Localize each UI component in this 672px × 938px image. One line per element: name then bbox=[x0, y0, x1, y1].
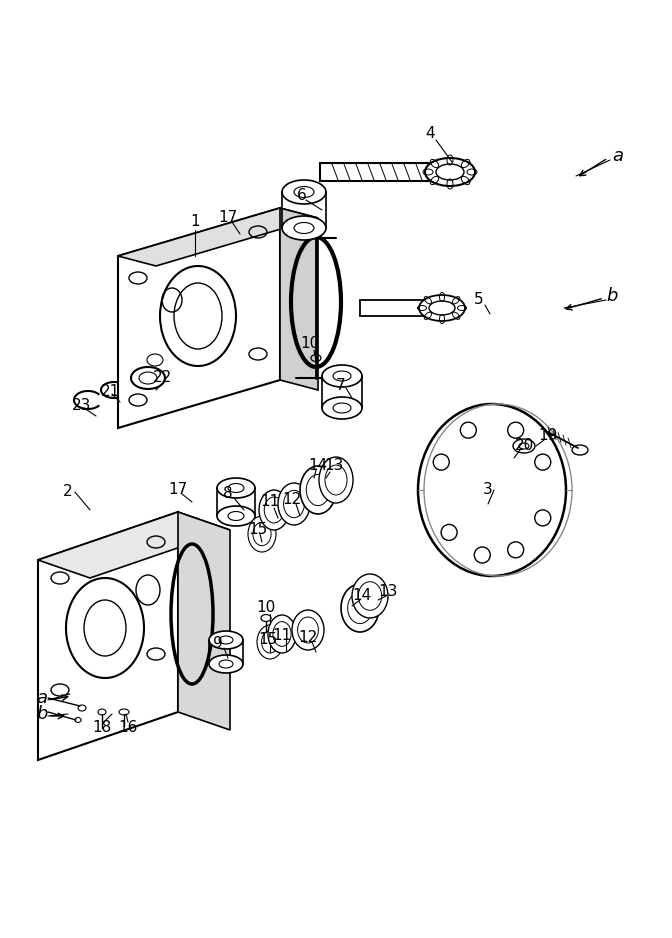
Text: 13: 13 bbox=[378, 584, 398, 599]
Polygon shape bbox=[118, 208, 280, 428]
Text: 4: 4 bbox=[425, 126, 435, 141]
Text: a: a bbox=[36, 689, 48, 707]
Ellipse shape bbox=[319, 457, 353, 503]
Ellipse shape bbox=[248, 516, 276, 552]
Text: 22: 22 bbox=[153, 371, 171, 386]
Ellipse shape bbox=[268, 615, 296, 653]
Ellipse shape bbox=[419, 295, 465, 321]
Polygon shape bbox=[178, 512, 230, 730]
Text: 14: 14 bbox=[308, 459, 328, 474]
Ellipse shape bbox=[282, 216, 326, 240]
Ellipse shape bbox=[257, 625, 283, 659]
Text: 13: 13 bbox=[325, 459, 343, 474]
Polygon shape bbox=[38, 512, 178, 760]
Text: b: b bbox=[36, 705, 48, 723]
Ellipse shape bbox=[322, 397, 362, 419]
Text: 12: 12 bbox=[298, 630, 318, 645]
Text: b: b bbox=[606, 287, 618, 305]
Text: 6: 6 bbox=[297, 189, 307, 204]
Ellipse shape bbox=[341, 584, 379, 632]
Ellipse shape bbox=[217, 506, 255, 526]
Ellipse shape bbox=[282, 180, 326, 204]
Text: 5: 5 bbox=[474, 293, 484, 308]
Ellipse shape bbox=[217, 478, 255, 498]
Text: 15: 15 bbox=[258, 632, 278, 647]
Text: 12: 12 bbox=[282, 492, 302, 507]
Polygon shape bbox=[38, 512, 230, 578]
Text: 1: 1 bbox=[190, 215, 200, 230]
Ellipse shape bbox=[418, 404, 566, 576]
Ellipse shape bbox=[352, 574, 388, 618]
Ellipse shape bbox=[209, 655, 243, 673]
Text: 15: 15 bbox=[249, 522, 267, 537]
Text: 10: 10 bbox=[257, 600, 276, 615]
Ellipse shape bbox=[300, 466, 336, 514]
Text: 10: 10 bbox=[300, 337, 320, 352]
Text: 7: 7 bbox=[336, 377, 346, 392]
Text: 11: 11 bbox=[272, 628, 292, 643]
Text: 9: 9 bbox=[213, 637, 223, 652]
Text: 23: 23 bbox=[73, 399, 91, 414]
Ellipse shape bbox=[259, 490, 289, 530]
Ellipse shape bbox=[209, 631, 243, 649]
Ellipse shape bbox=[292, 610, 324, 650]
Text: 21: 21 bbox=[100, 385, 120, 400]
Text: 8: 8 bbox=[223, 487, 233, 502]
Text: 20: 20 bbox=[514, 438, 534, 453]
Text: 19: 19 bbox=[538, 429, 558, 444]
Ellipse shape bbox=[278, 483, 310, 525]
Text: 11: 11 bbox=[260, 494, 280, 509]
Polygon shape bbox=[118, 208, 318, 266]
Text: a: a bbox=[612, 147, 624, 165]
Text: 14: 14 bbox=[352, 588, 372, 603]
Text: 17: 17 bbox=[169, 482, 187, 497]
Text: 18: 18 bbox=[92, 720, 112, 735]
Ellipse shape bbox=[322, 365, 362, 387]
Text: 2: 2 bbox=[63, 485, 73, 500]
Ellipse shape bbox=[425, 158, 475, 186]
Text: 16: 16 bbox=[118, 720, 138, 735]
Polygon shape bbox=[280, 208, 318, 390]
Text: 17: 17 bbox=[218, 210, 238, 225]
Text: 3: 3 bbox=[483, 482, 493, 497]
